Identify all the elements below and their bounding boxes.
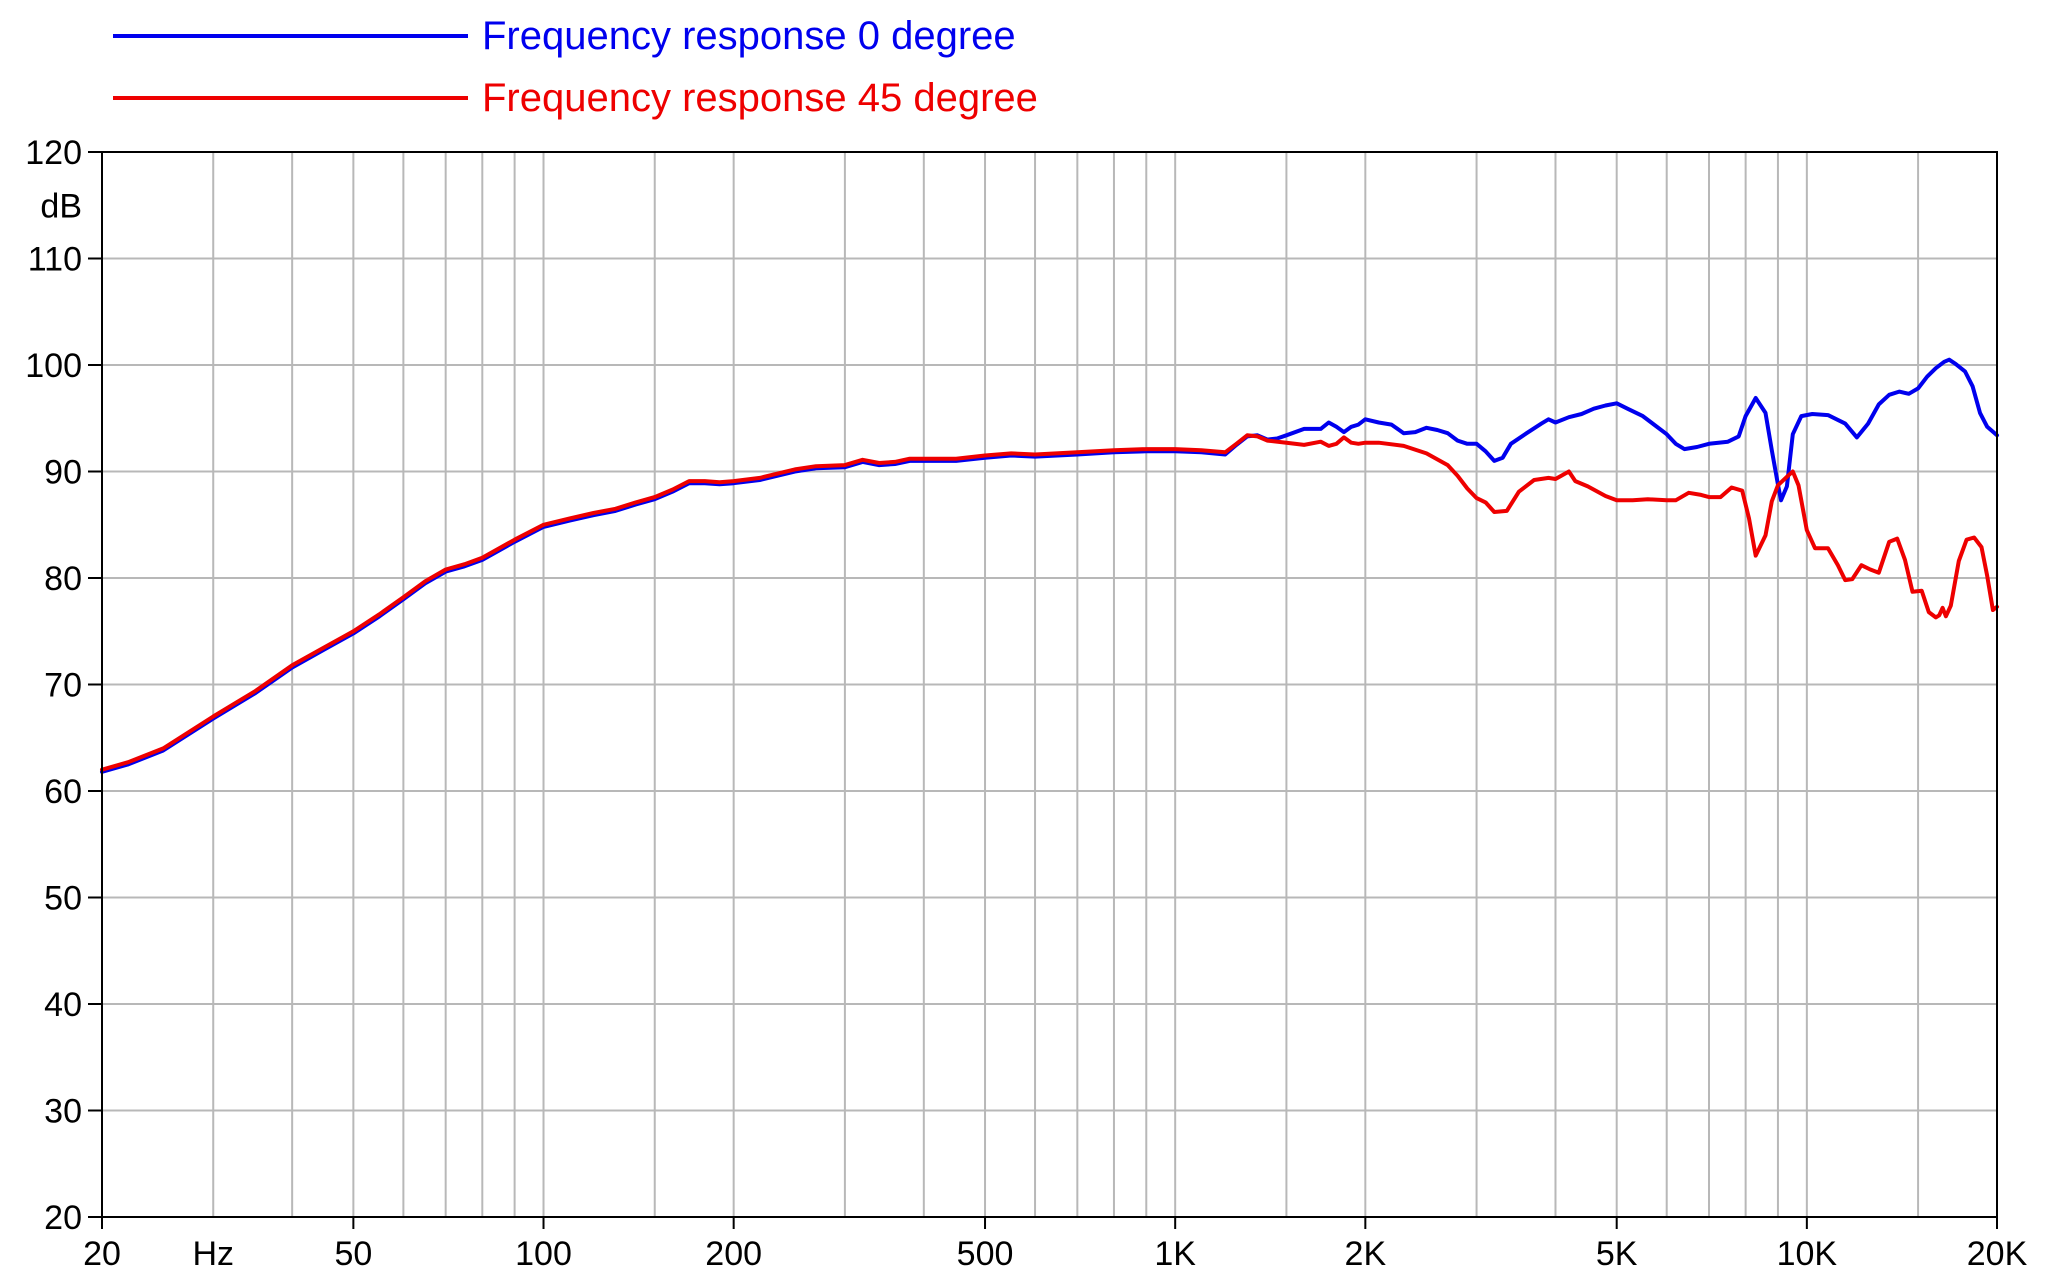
x-axis-ticks: 20 50 100 200 500 1K 2K 5K 10K 20K [83,1217,2028,1273]
x-tick-label: 500 [957,1235,1014,1273]
series-line-1 [100,433,1999,772]
y-tick-label: 60 [44,773,82,811]
y-tick-label: 30 [44,1093,82,1131]
legend-label-1: Frequency response 45 degree [482,76,1038,120]
y-tick-label: 120 [25,134,82,172]
x-tick-label: 200 [705,1235,762,1273]
x-tick-label: 50 [334,1235,372,1273]
y-tick-label: 110 [28,241,82,279]
x-tick-label: 20K [1967,1235,2028,1273]
legend-label-0: Frequency response 0 degree [482,14,1016,58]
y-tick-label: 90 [44,454,82,492]
y-tick-label: 70 [44,667,82,705]
grid-layer [101,151,1998,1218]
x-tick-label: 2K [1345,1235,1387,1273]
y-tick-label: 50 [44,880,82,918]
series-line-0 [100,357,1999,774]
y-tick-label: 100 [25,347,82,385]
y-axis-unit-label: dB [40,187,82,225]
series-layer [100,357,1999,774]
x-tick-label: 5K [1596,1235,1638,1273]
legend: Frequency response 0 degree Frequency res… [113,14,1038,120]
x-tick-label: 10K [1777,1235,1838,1273]
x-tick-label: 1K [1154,1235,1196,1273]
y-axis-ticks: 20 30 40 50 60 70 80 90 100 110 120 [25,134,102,1237]
x-axis-unit-label: Hz [192,1235,234,1273]
y-tick-label: 80 [44,560,82,598]
x-tick-label: 20 [83,1235,121,1273]
y-tick-label: 20 [44,1199,82,1237]
x-tick-label: 100 [515,1235,572,1273]
y-tick-label: 40 [44,986,82,1024]
